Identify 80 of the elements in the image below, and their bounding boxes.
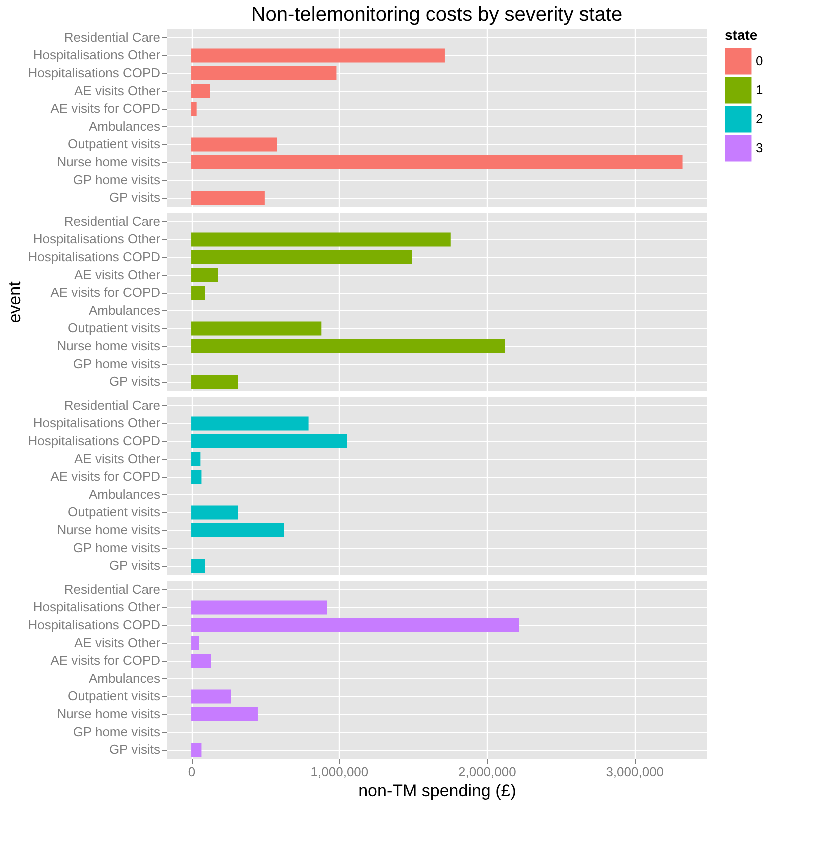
y-tick-label: Hospitalisations Other: [33, 48, 162, 63]
legend-label: 2: [756, 112, 764, 126]
bar: [192, 322, 322, 336]
y-tick-label: AE visits for COPD: [50, 469, 160, 484]
y-tick-label: GP home visits: [73, 724, 161, 740]
y-tick-label: GP visits: [109, 742, 161, 758]
y-tick-label: Hospitalisations Other: [33, 232, 162, 247]
bar: [192, 434, 348, 448]
y-tick-label: GP visits: [109, 558, 161, 574]
chart-title: Non-telemonitoring costs by severity state: [251, 4, 623, 26]
legend-title: state: [725, 27, 758, 43]
y-tick-label: AE visits Other: [74, 635, 162, 650]
y-tick-label: Outpatient visits: [68, 320, 161, 336]
legend-label: 3: [756, 140, 764, 156]
y-tick-label: Outpatient visits: [68, 136, 161, 152]
y-axis-title: event: [5, 281, 24, 324]
bar: [192, 268, 218, 282]
y-tick-label: Ambulances: [88, 118, 161, 134]
x-axis-title: non-TM spending (£): [358, 782, 516, 800]
bar: [192, 66, 337, 80]
bar: [192, 654, 212, 668]
bar: [192, 470, 202, 484]
y-tick-label: Nurse home visits: [57, 522, 161, 538]
y-tick-label: Outpatient visits: [68, 504, 161, 520]
bar: [192, 559, 206, 574]
bar: [192, 156, 683, 170]
y-tick-label: GP home visits: [73, 172, 161, 188]
y-tick-label: Outpatient visits: [68, 688, 161, 704]
y-tick-label: Nurse home visits: [57, 706, 161, 722]
bar: [192, 84, 210, 98]
bar: [192, 636, 200, 650]
legend-label: 0: [756, 54, 764, 68]
bar: [192, 191, 265, 206]
x-tick-label: 3,000,000: [606, 764, 664, 780]
y-tick-label: GP visits: [109, 374, 161, 390]
bar: [192, 690, 232, 704]
y-tick-label: Ambulances: [88, 302, 161, 318]
bar: [192, 48, 445, 63]
bar: [192, 375, 238, 390]
y-tick-label: Ambulances: [88, 486, 161, 502]
bar: [192, 232, 451, 247]
bar: [192, 102, 197, 116]
y-tick-label: Ambulances: [88, 670, 161, 686]
y-tick-label: AE visits Other: [74, 451, 162, 466]
y-tick-label: GP home visits: [73, 540, 161, 556]
y-tick-label: Nurse home visits: [57, 338, 161, 354]
x-tick-label: 2,000,000: [458, 764, 516, 780]
bar: [192, 452, 201, 466]
bar: [192, 286, 206, 300]
y-tick-label: Nurse home visits: [57, 154, 161, 170]
bar: [192, 618, 520, 632]
y-tick-label: Hospitalisations COPD: [28, 250, 160, 264]
y-tick-label: GP visits: [109, 190, 161, 206]
bar: [192, 708, 258, 722]
x-tick-label: 1,000,000: [310, 764, 369, 780]
y-tick-label: Residential Care: [64, 582, 160, 597]
y-tick-label: Hospitalisations COPD: [28, 618, 160, 632]
bar: [192, 600, 328, 615]
y-tick-label: Hospitalisations COPD: [28, 66, 160, 80]
bar: [192, 138, 278, 152]
bar: [192, 250, 412, 264]
y-tick-label: AE visits for COPD: [50, 101, 160, 116]
legend-label: 1: [756, 82, 764, 98]
x-tick-label: 0: [188, 764, 196, 780]
y-tick-label: Residential Care: [64, 30, 160, 45]
bar: [192, 743, 202, 758]
y-tick-label: AE visits for COPD: [50, 653, 160, 668]
y-tick-label: Hospitalisations COPD: [28, 434, 160, 448]
y-tick-label: Residential Care: [64, 398, 160, 413]
bar: [192, 416, 309, 431]
y-tick-label: AE visits for COPD: [50, 285, 160, 300]
bar: [192, 506, 238, 520]
bar: [192, 524, 284, 538]
y-tick-label: Hospitalisations Other: [33, 416, 162, 431]
y-tick-label: GP home visits: [73, 356, 161, 372]
y-tick-label: AE visits Other: [74, 83, 162, 98]
y-tick-label: AE visits Other: [74, 267, 162, 282]
y-tick-label: Hospitalisations Other: [33, 600, 162, 615]
y-tick-label: Residential Care: [64, 214, 160, 229]
bar: [192, 340, 506, 354]
